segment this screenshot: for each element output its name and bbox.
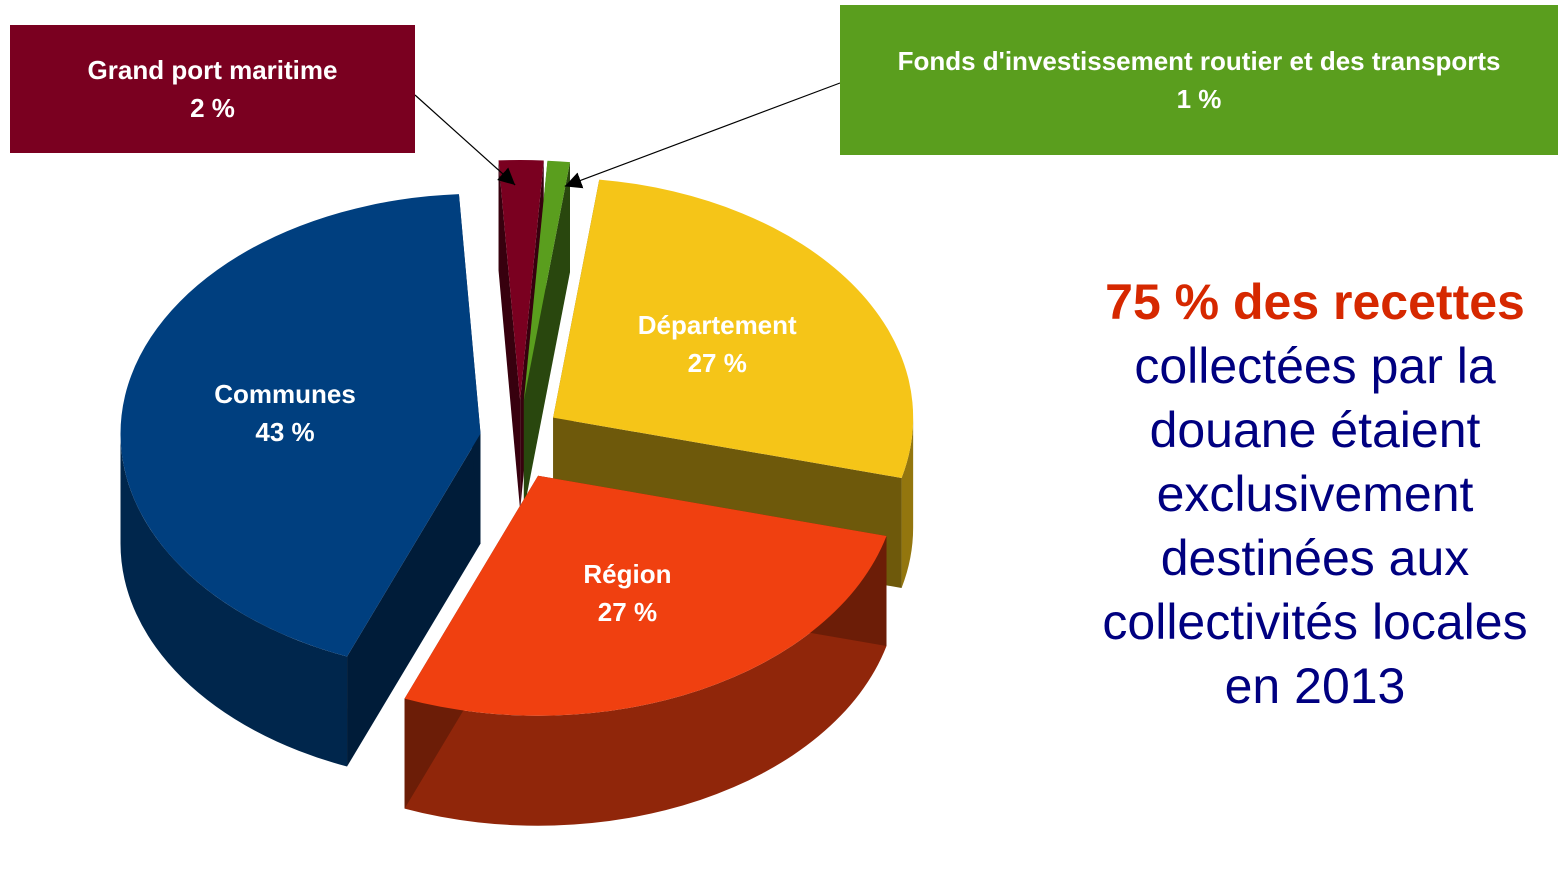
label-box: Grand port maritime 2 %: [10, 25, 415, 153]
slice: [120, 194, 481, 657]
value-label: 43 %: [255, 416, 315, 447]
slice: [553, 179, 914, 478]
leader-arrow: [564, 82, 841, 189]
annotation-text: collectées par la douane étaient exclusi…: [1102, 338, 1528, 714]
category-label: Département: [637, 309, 797, 340]
slice-cut: [498, 160, 521, 511]
value-label: 2 %: [190, 93, 235, 123]
label-box: Fonds d'investissement routier et des tr…: [840, 5, 1558, 155]
slice-label: Région 27 %: [583, 555, 671, 631]
category-label: Communes: [214, 378, 356, 409]
slice-label: Département 27 %: [638, 306, 797, 382]
slice-side: [120, 433, 348, 767]
slice: [404, 475, 887, 716]
slice-label: Communes 43 %: [214, 375, 356, 451]
slice: [498, 160, 544, 401]
slice: [523, 160, 571, 401]
annotation-highlight: 75 % des recettes: [1105, 274, 1525, 330]
value-label: 1 %: [1176, 84, 1222, 114]
slice-cut: [347, 433, 481, 767]
leader-arrow: [414, 94, 516, 186]
value-label: 27 %: [687, 347, 747, 378]
category-label: Fonds d'investissement routier et des tr…: [897, 46, 1501, 76]
category-label: Région: [583, 559, 672, 590]
annotation: 75 % des recettes collectées par la doua…: [1070, 270, 1560, 718]
slice-side: [901, 417, 914, 588]
category-label: Grand port maritime: [87, 55, 338, 85]
slice-side: [404, 536, 887, 826]
slice-cut: [523, 162, 571, 511]
value-label: 27 %: [597, 597, 658, 628]
pie-tops: [120, 160, 914, 716]
